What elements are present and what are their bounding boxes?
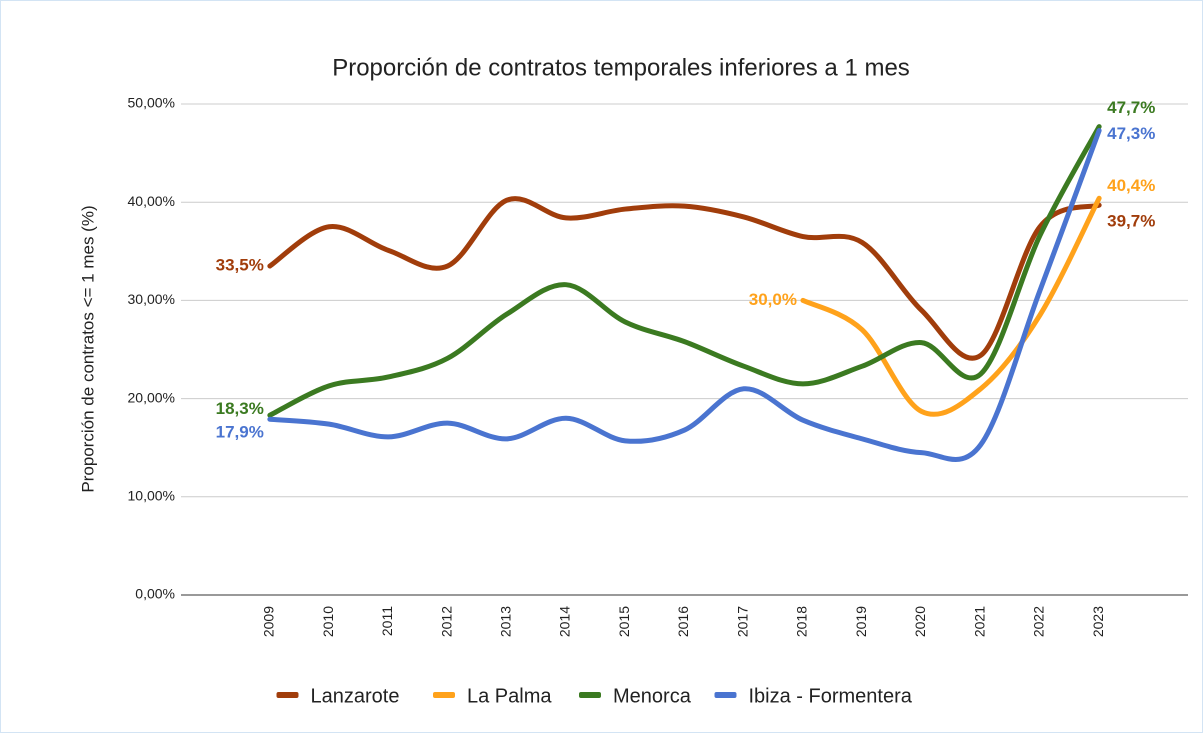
x-tick-label: 2021 [971, 606, 987, 637]
x-tick-label: 2012 [438, 606, 454, 637]
x-tick-label: 2015 [616, 606, 632, 637]
legend-label: La Palma [467, 685, 552, 707]
y-tick-label: 30,00% [128, 291, 175, 307]
x-tick-label: 2014 [557, 606, 573, 637]
legend-label: Lanzarote [311, 685, 400, 707]
data-label: 40,4% [1107, 176, 1155, 195]
legend-swatch [433, 692, 455, 698]
x-tick-label: 2020 [912, 606, 928, 637]
y-tick-label: 20,00% [128, 389, 175, 405]
x-tick-label: 2018 [794, 606, 810, 637]
x-tick-label: 2019 [853, 606, 869, 637]
data-label: 30,0% [749, 290, 797, 309]
legend-label: Ibiza - Formentera [749, 685, 913, 707]
y-tick-label: 10,00% [128, 488, 175, 504]
x-tick-label: 2022 [1031, 606, 1047, 637]
data-label: 33,5% [216, 256, 264, 275]
data-label: 18,3% [216, 399, 264, 418]
y-tick-label: 40,00% [128, 193, 175, 209]
x-tick-label: 2017 [734, 606, 750, 637]
legend-swatch [714, 692, 737, 698]
y-tick-label: 50,00% [128, 95, 175, 111]
legend-swatch [579, 692, 601, 698]
data-label: 17,9% [216, 423, 264, 442]
data-label: 47,3% [1107, 124, 1155, 143]
series-line [267, 124, 1102, 418]
legend-swatch [276, 692, 299, 698]
chart-title: Proporción de contratos temporales infer… [332, 54, 910, 81]
series-line [800, 195, 1102, 417]
x-tick-label: 2011 [379, 606, 395, 636]
series-line [267, 128, 1102, 462]
data-label: 39,7% [1107, 212, 1155, 231]
x-tick-label: 2023 [1090, 606, 1106, 637]
legend-label: Menorca [613, 685, 692, 707]
x-tick-label: 2016 [675, 606, 691, 637]
series-line [267, 196, 1102, 361]
y-tick-label: 0,00% [135, 586, 175, 602]
y-axis-title: Proporción de contratos <= 1 mes (%) [78, 205, 97, 492]
x-tick-label: 2013 [497, 606, 513, 637]
data-label: 47,7% [1107, 98, 1155, 117]
x-tick-label: 2009 [261, 606, 277, 637]
x-tick-label: 2010 [320, 606, 336, 637]
